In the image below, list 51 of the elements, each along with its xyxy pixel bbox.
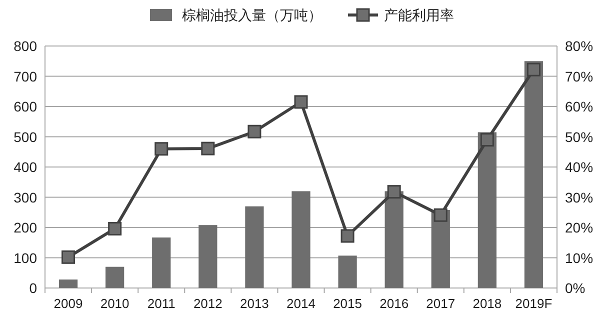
point	[248, 124, 262, 138]
bar	[198, 225, 218, 288]
point	[108, 222, 122, 236]
point	[154, 142, 168, 156]
y-tick-label: 200	[14, 220, 38, 236]
x-tick-label: 2010	[100, 296, 130, 311]
y-tick-label: 100	[14, 250, 38, 266]
y2-tick-label: 70%	[565, 68, 594, 84]
legend-label: 产能利用率	[384, 7, 454, 23]
y2-tick-label: 30%	[565, 189, 594, 206]
point	[387, 185, 401, 199]
bar	[338, 256, 357, 288]
y-tick-label: 800	[14, 38, 38, 54]
x-tick-label: 2018	[472, 296, 502, 311]
legend-label: 棕榈油投入量（万吨）	[182, 7, 322, 23]
point	[201, 142, 215, 156]
x-tick-label: 2013	[240, 296, 269, 311]
x-tick-label: 2017	[426, 296, 456, 311]
y2-tick-label: 50%	[565, 128, 594, 145]
x-tick-label: 2011	[147, 296, 176, 311]
point	[294, 95, 308, 109]
point	[62, 250, 76, 264]
bar	[478, 132, 496, 288]
y2-tick-label: 80%	[565, 38, 594, 54]
bar	[152, 237, 171, 288]
x-tick-label: 2019F	[515, 296, 552, 311]
bar	[245, 206, 264, 288]
x-tick-label: 2009	[54, 296, 83, 311]
y-tick-label: 400	[14, 159, 38, 175]
x-tick-label: 2014	[286, 296, 316, 311]
point	[340, 229, 354, 243]
point	[480, 133, 494, 147]
y2-tick-label: 60%	[565, 98, 594, 114]
y2-tick-label: 40%	[565, 159, 594, 175]
point	[434, 208, 448, 222]
point	[526, 62, 540, 76]
y2-tick-label: 20%	[565, 220, 594, 236]
y2-tick-label: 10%	[565, 250, 594, 266]
bar	[106, 266, 124, 288]
y-tick-label: 500	[14, 128, 38, 145]
y-tick-label: 700	[14, 68, 38, 84]
bar	[524, 61, 544, 288]
y2-tick-label: 0%	[565, 280, 586, 296]
x-tick-label: 2016	[380, 296, 409, 311]
x-tick-label: 2015	[333, 296, 362, 311]
bar	[58, 280, 78, 288]
y-tick-label: 0	[29, 280, 38, 296]
bar	[292, 191, 310, 288]
x-tick-label: 2012	[193, 296, 222, 311]
y-tick-label: 300	[14, 189, 38, 206]
y-tick-label: 600	[14, 98, 38, 114]
